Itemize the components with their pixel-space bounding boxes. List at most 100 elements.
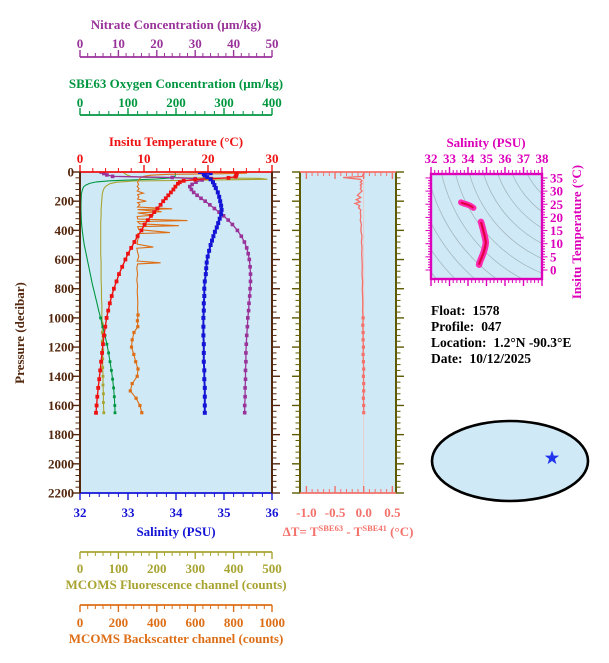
fluorescence-axis-tick-label: 200 <box>147 561 167 576</box>
nitrate-axis-tick-label: 30 <box>189 36 202 51</box>
marker <box>201 324 206 329</box>
pressure-axis-tick-label: 2000 <box>48 456 74 471</box>
marker <box>155 206 160 211</box>
marker <box>110 174 115 179</box>
marker <box>198 172 202 174</box>
marker <box>361 396 365 400</box>
marker <box>188 184 192 189</box>
nitrate-axis-tick-label: 0 <box>77 36 84 51</box>
marker <box>129 246 134 250</box>
marker <box>216 221 221 226</box>
nitrate-axis-tick-label: 40 <box>227 36 240 51</box>
map-outline <box>430 419 590 503</box>
marker <box>94 410 98 415</box>
marker <box>139 228 144 233</box>
marker <box>202 385 207 390</box>
marker <box>102 411 106 415</box>
salinity-profile <box>198 172 224 415</box>
marker <box>204 260 209 265</box>
marker <box>217 194 222 199</box>
marker <box>207 248 212 253</box>
marker <box>191 190 196 195</box>
delta-t-axis-tick-label: 0.0 <box>356 505 372 520</box>
marker <box>102 401 105 404</box>
marker <box>193 177 198 182</box>
marker <box>135 234 140 239</box>
marker <box>181 178 186 183</box>
marker <box>201 350 206 355</box>
marker <box>247 294 252 298</box>
marker <box>362 367 366 371</box>
marker <box>176 181 180 186</box>
marker <box>212 206 217 211</box>
marker <box>204 266 209 271</box>
marker <box>244 342 249 346</box>
marker <box>135 374 139 378</box>
marker <box>105 342 109 346</box>
marker <box>243 377 248 381</box>
marker <box>130 338 134 342</box>
marker <box>235 228 240 233</box>
marker <box>212 183 217 188</box>
backscatter-axis-tick-label: 400 <box>147 615 167 630</box>
marker <box>98 368 103 373</box>
pressure-axis-tick-label: 0 <box>68 165 75 180</box>
ts-temperature-tick-label: 35 <box>550 170 564 185</box>
nitrate-axis-tick-label: 50 <box>266 36 279 51</box>
fluorescence-axis-tick-label: 500 <box>262 561 282 576</box>
marker <box>244 351 248 355</box>
marker <box>245 324 250 329</box>
marker <box>105 173 109 177</box>
marker <box>208 172 213 176</box>
marker <box>202 377 207 382</box>
marker <box>208 243 213 247</box>
marker <box>248 279 253 284</box>
marker <box>136 367 140 371</box>
ts-salinity-axis-title: Salinity (PSU) <box>446 135 525 150</box>
float-location-star <box>544 450 560 465</box>
marker <box>169 190 173 195</box>
marker <box>142 222 147 227</box>
backscatter-axis-tick-label: 0 <box>77 615 84 630</box>
salinity-axis-tick-label: 33 <box>122 505 136 520</box>
ts-plot-bg <box>431 174 542 279</box>
marker <box>246 308 251 313</box>
marker <box>152 210 157 214</box>
marker <box>134 360 138 364</box>
backscatter-axis-tick-label: 600 <box>185 615 205 630</box>
marker <box>211 234 216 239</box>
delta-t-plot-bg <box>300 172 396 493</box>
pressure-axis-tick-label: 1200 <box>48 340 74 355</box>
marker <box>230 222 235 227</box>
nitrate-profile-line <box>100 172 252 413</box>
nitrate-axis-tick-label: 10 <box>112 36 125 51</box>
marker <box>97 377 102 382</box>
marker <box>243 368 248 373</box>
temperature-axis-tick-label: 10 <box>138 151 151 166</box>
marker <box>202 368 207 373</box>
marker <box>120 264 125 269</box>
marker <box>103 324 108 329</box>
float-info-block: Float: 1578 Profile: 047 Location: 1.2°N -9… <box>431 303 571 366</box>
oxygen-axis-tick-label: 400 <box>262 95 282 110</box>
marker <box>201 359 206 364</box>
marker <box>361 374 365 378</box>
nitrate-axis-tick-label: 20 <box>150 36 163 51</box>
marker <box>201 333 206 338</box>
pressure-axis-title: Pressure (decibar) <box>12 282 27 384</box>
ts-salinity-axis-tick-label: 38 <box>536 151 550 166</box>
location-line: Location: 1.2°N -90.3°E <box>431 335 571 350</box>
pressure-axis-tick-label: 2200 <box>48 486 74 501</box>
marker <box>221 214 226 218</box>
ts-temperature-tick-label: 20 <box>550 210 563 225</box>
marker <box>102 333 106 338</box>
marker <box>101 325 105 329</box>
temperature-axis-tick-label: 30 <box>266 151 279 166</box>
marker <box>117 272 121 276</box>
marker <box>112 386 115 390</box>
fluorescence-axis-tick-label: 100 <box>109 561 129 576</box>
marker <box>101 342 105 347</box>
marker <box>205 254 210 259</box>
ts-temperature-tick-label: 25 <box>550 197 564 212</box>
